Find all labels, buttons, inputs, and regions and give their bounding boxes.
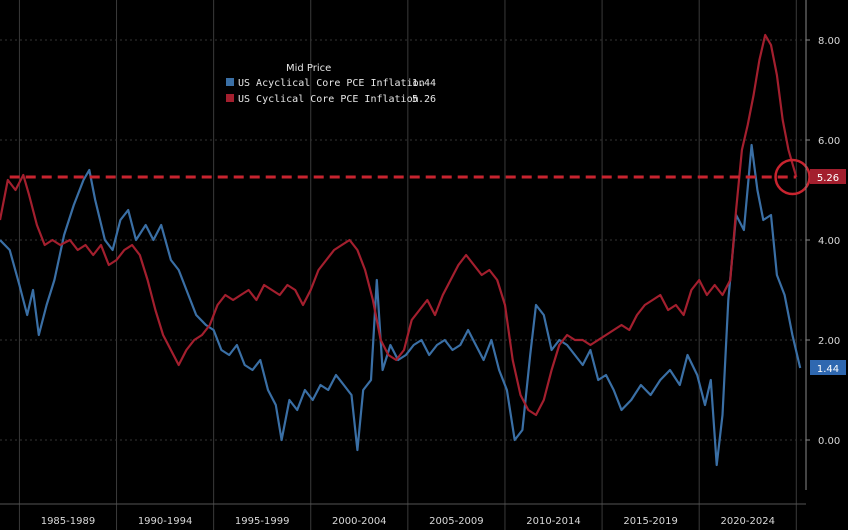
series-layer bbox=[0, 33, 802, 467]
legend: Mid Price US Acyclical Core PCE Inflatio… bbox=[226, 63, 436, 105]
y-tick-label: 6.00 bbox=[818, 136, 840, 147]
y-tick-label: 0.00 bbox=[818, 436, 840, 447]
legend-label-cyclical: US Cyclical Core PCE Inflation bbox=[238, 94, 419, 105]
legend-swatch-cyclical bbox=[226, 94, 234, 102]
series-line-cyclical bbox=[0, 33, 798, 417]
y-axis: 0.00 2.00 4.00 6.00 8.00 bbox=[805, 0, 840, 490]
last-value-badges: 5.26 1.44 bbox=[810, 169, 846, 375]
badge-acyclical-value: 1.44 bbox=[817, 364, 839, 375]
badge-cyclical-value: 5.26 bbox=[817, 173, 839, 184]
legend-label-acyclical: US Acyclical Core PCE Inflation bbox=[238, 78, 425, 89]
x-axis: 1985-1989 1990-1994 1995-1999 2000-2004 2005… bbox=[0, 503, 806, 527]
legend-swatch-acyclical bbox=[226, 78, 234, 86]
y-tick-label: 2.00 bbox=[818, 336, 840, 347]
x-period-label: 2020-2024 bbox=[720, 516, 775, 527]
x-period-label: 2005-2009 bbox=[429, 516, 484, 527]
y-tick-label: 8.00 bbox=[818, 36, 840, 47]
horizontal-grid bbox=[0, 39, 806, 441]
vertical-grid bbox=[18, 0, 797, 530]
reference-layer bbox=[9, 158, 811, 196]
x-period-label: 1985-1989 bbox=[41, 516, 96, 527]
badge-cyclical-bg bbox=[810, 169, 846, 184]
y-tick-label: 4.00 bbox=[818, 236, 840, 247]
x-period-label: 2000-2004 bbox=[332, 516, 387, 527]
badge-acyclical-bg bbox=[810, 360, 846, 375]
x-period-label: 1995-1999 bbox=[235, 516, 290, 527]
highlight-circle bbox=[774, 158, 811, 196]
legend-title: Mid Price bbox=[286, 63, 331, 74]
x-period-label: 2010-2014 bbox=[526, 516, 581, 527]
x-period-label: 1990-1994 bbox=[138, 516, 193, 527]
legend-value-cyclical: 5.26 bbox=[412, 94, 436, 105]
series-line-acyclical bbox=[0, 143, 802, 467]
x-period-label: 2015-2019 bbox=[623, 516, 678, 527]
legend-value-acyclical: 1.44 bbox=[412, 78, 436, 89]
